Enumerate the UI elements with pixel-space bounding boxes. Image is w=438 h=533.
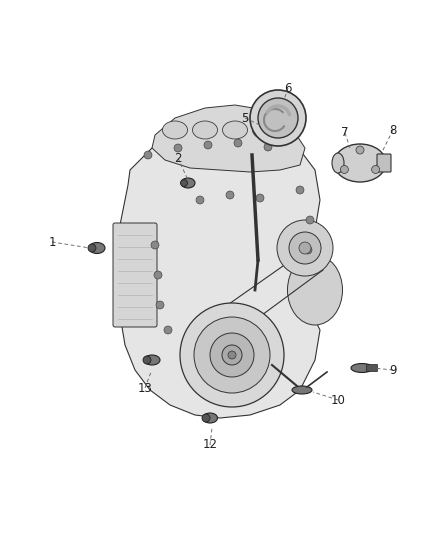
Circle shape (340, 166, 348, 174)
Ellipse shape (144, 355, 160, 365)
Circle shape (296, 186, 304, 194)
Ellipse shape (88, 244, 96, 252)
Ellipse shape (332, 153, 344, 173)
Text: 9: 9 (389, 364, 397, 376)
Circle shape (144, 151, 152, 159)
Ellipse shape (334, 144, 386, 182)
Circle shape (154, 271, 162, 279)
Text: 7: 7 (341, 126, 349, 140)
Circle shape (299, 242, 311, 254)
Text: 6: 6 (284, 82, 292, 94)
Ellipse shape (287, 255, 343, 325)
Ellipse shape (252, 121, 278, 139)
Circle shape (258, 98, 298, 138)
Text: 10: 10 (331, 393, 346, 407)
Text: 5: 5 (241, 111, 249, 125)
FancyBboxPatch shape (377, 154, 391, 172)
Circle shape (371, 166, 380, 174)
Ellipse shape (292, 386, 312, 394)
Text: 13: 13 (138, 382, 152, 394)
Circle shape (156, 301, 164, 309)
Circle shape (210, 333, 254, 377)
Ellipse shape (181, 178, 195, 188)
Ellipse shape (180, 180, 187, 187)
Ellipse shape (351, 364, 373, 373)
Circle shape (277, 220, 333, 276)
Circle shape (304, 246, 312, 254)
Circle shape (222, 345, 242, 365)
FancyBboxPatch shape (367, 365, 378, 372)
Circle shape (174, 144, 182, 152)
Text: 8: 8 (389, 124, 397, 136)
Circle shape (164, 326, 172, 334)
Circle shape (151, 241, 159, 249)
Text: 2: 2 (174, 151, 182, 165)
Circle shape (196, 196, 204, 204)
Ellipse shape (202, 414, 210, 422)
Ellipse shape (223, 121, 247, 139)
Polygon shape (118, 128, 325, 418)
Circle shape (234, 139, 242, 147)
Circle shape (194, 317, 270, 393)
Circle shape (256, 194, 264, 202)
Ellipse shape (202, 413, 218, 423)
Text: 12: 12 (202, 439, 218, 451)
Ellipse shape (162, 121, 187, 139)
Circle shape (306, 216, 314, 224)
Ellipse shape (143, 356, 151, 364)
FancyBboxPatch shape (113, 223, 157, 327)
Circle shape (226, 191, 234, 199)
Circle shape (356, 146, 364, 154)
Ellipse shape (192, 121, 218, 139)
Circle shape (228, 351, 236, 359)
Circle shape (264, 143, 272, 151)
Ellipse shape (89, 243, 105, 254)
Polygon shape (152, 105, 305, 172)
Circle shape (250, 90, 306, 146)
Circle shape (180, 303, 284, 407)
Text: 1: 1 (48, 236, 56, 248)
Circle shape (204, 141, 212, 149)
Circle shape (289, 232, 321, 264)
